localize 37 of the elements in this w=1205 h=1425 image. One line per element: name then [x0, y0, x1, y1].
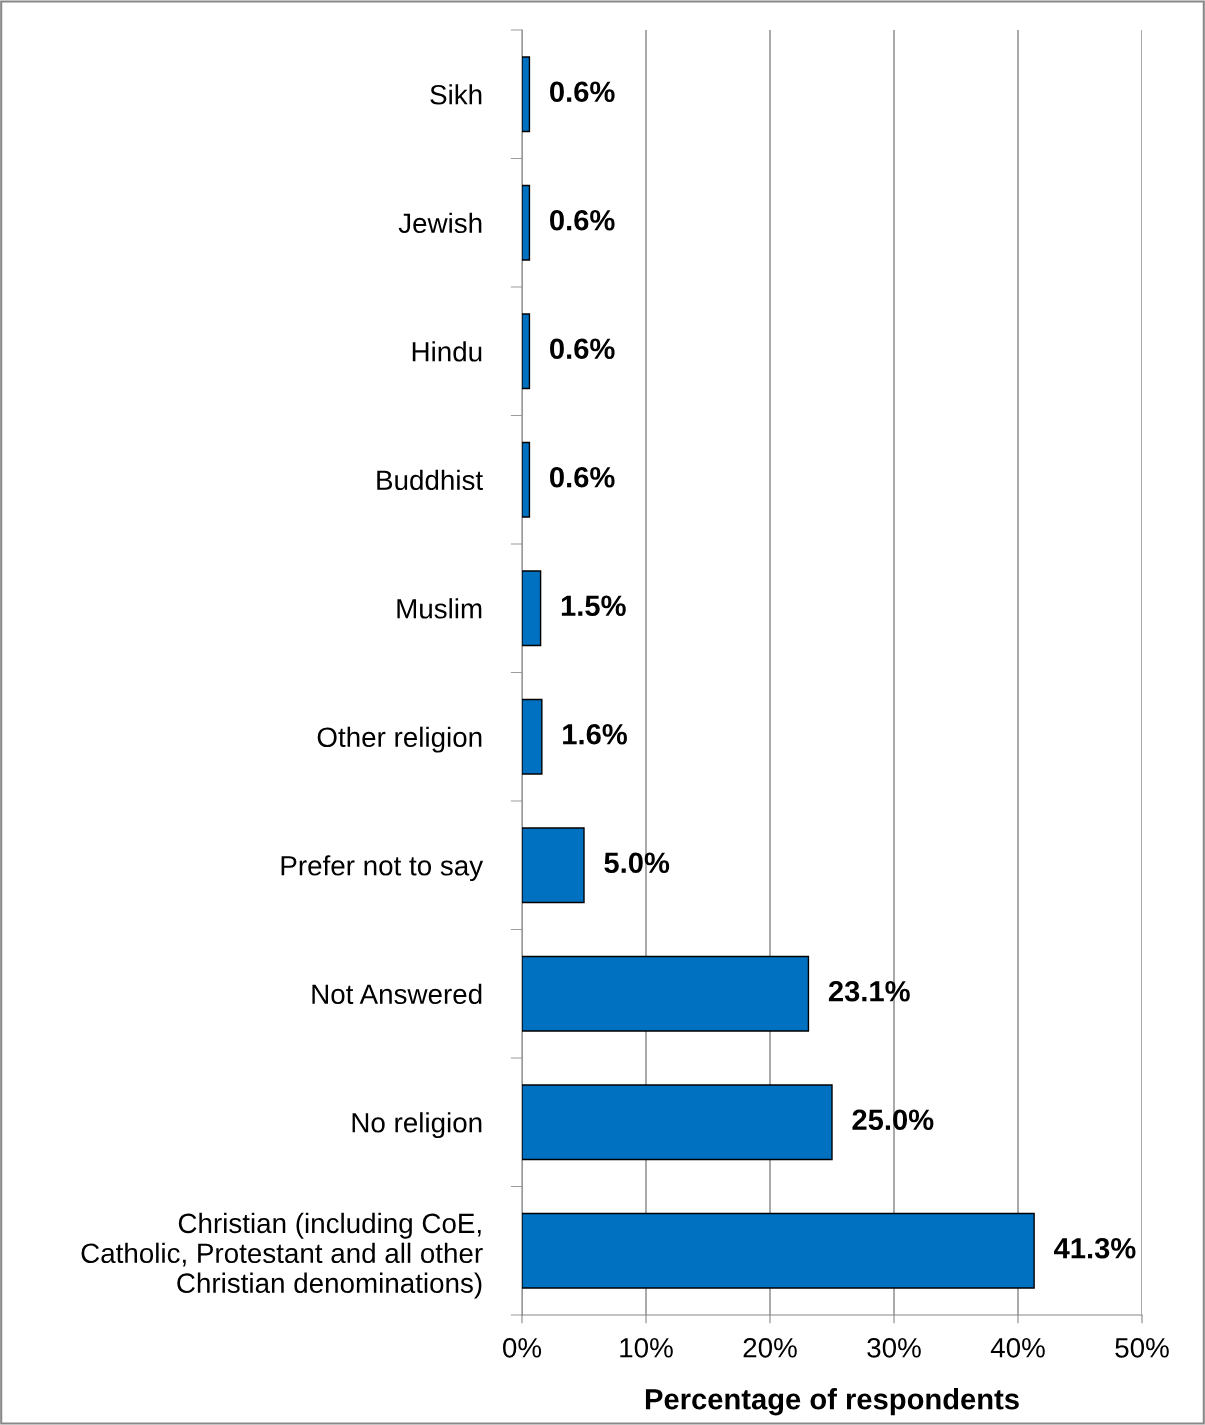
data-label: 0.6% [550, 81, 615, 103]
data-label: 1.5% [561, 595, 626, 617]
bar [522, 313, 531, 390]
y-tick-label: No religion [352, 1112, 482, 1139]
y-tick-label: Muslim [397, 598, 482, 619]
y-tick-label: Buddhist [377, 469, 483, 491]
bar [522, 1212, 1035, 1289]
bar [522, 56, 531, 133]
data-label: 5.0% [604, 852, 670, 874]
data-label: 23.1% [828, 980, 910, 1002]
bar [522, 1084, 833, 1161]
x-tick-label: 40% [990, 1337, 1045, 1358]
y-tick-label: Sikh [430, 84, 482, 105]
x-tick-label: 50% [1115, 1337, 1169, 1358]
data-label: 0.6% [550, 466, 615, 488]
data-label: 25.0% [852, 1109, 934, 1131]
bar [522, 827, 585, 904]
y-tick-label: Christian (including CoE, Catholic, Protestant and all other Christian denominations) [81, 1212, 483, 1299]
data-label: 1.6% [563, 723, 627, 745]
bar [522, 570, 542, 647]
bar [522, 698, 543, 775]
data-label: 0.6% [550, 338, 615, 360]
y-tick-label: Hindu [412, 341, 482, 362]
x-axis-title: Percentage of respondents [645, 1388, 1019, 1416]
bar [522, 441, 531, 518]
data-label: 0.6% [550, 209, 615, 231]
data-label: 41.3% [1054, 1237, 1136, 1259]
x-tick-label: 30% [867, 1337, 921, 1358]
x-tick-label: 20% [743, 1337, 797, 1358]
bar [522, 184, 531, 261]
y-tick-label: Jewish [398, 212, 482, 234]
y-tick-label: Not Answered [312, 983, 482, 1005]
y-tick-label: Other religion [317, 726, 482, 753]
bar [522, 955, 810, 1032]
x-tick-label: 0% [503, 1337, 542, 1358]
x-tick-label: 10% [620, 1337, 673, 1358]
y-tick-label: Prefer not to say [281, 855, 484, 882]
